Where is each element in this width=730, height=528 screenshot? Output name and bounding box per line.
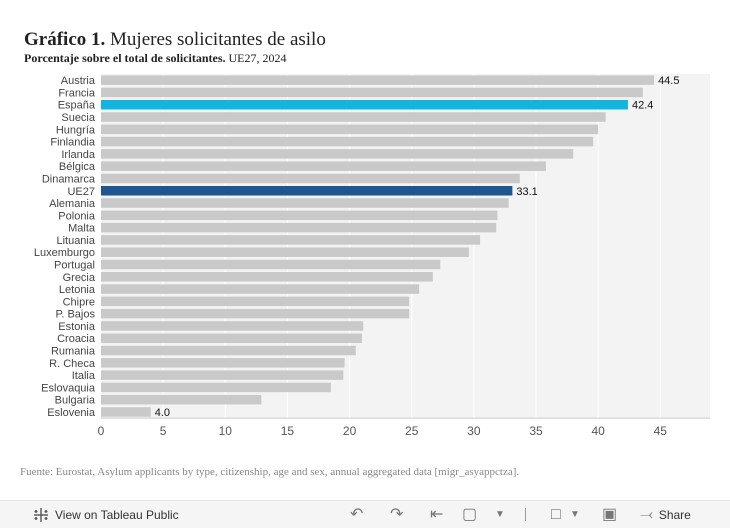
bar bbox=[101, 87, 643, 98]
category-label: Eslovaquia bbox=[41, 382, 96, 394]
category-label: Austria bbox=[61, 75, 96, 87]
category-label: Bélgica bbox=[59, 161, 96, 173]
category-label: Lituania bbox=[56, 235, 95, 247]
title-text: Mujeres solicitantes de asilo bbox=[110, 29, 326, 50]
bar bbox=[101, 321, 364, 331]
pause-dropdown-icon[interactable]: ▼ bbox=[495, 509, 505, 520]
view-on-tableau-button[interactable]: View on Tableau Public bbox=[33, 501, 179, 528]
title-number: Gráfico 1. bbox=[24, 29, 106, 50]
category-label: Rumania bbox=[51, 346, 96, 358]
data-label: 4.0 bbox=[155, 407, 170, 419]
bar bbox=[101, 296, 410, 307]
bar bbox=[101, 345, 356, 356]
fullscreen-icon[interactable]: ▣ bbox=[602, 506, 618, 523]
category-label: Irlanda bbox=[61, 149, 96, 161]
category-label: Polonia bbox=[58, 210, 96, 222]
category-label: Suecia bbox=[61, 112, 96, 124]
category-label: P. Bajos bbox=[55, 309, 95, 321]
category-label: Alemania bbox=[49, 198, 96, 210]
bar bbox=[101, 272, 433, 282]
category-label: Letonia bbox=[59, 284, 96, 296]
share-label: Share bbox=[658, 507, 691, 522]
undo-icon[interactable]: ↶ bbox=[350, 506, 364, 523]
bar bbox=[101, 149, 574, 159]
source-note: Fuente: Eurostat, Asylum applicants by t… bbox=[20, 466, 520, 478]
value-labels: 44.5 42.4 33.1 4.0 bbox=[155, 75, 680, 419]
toolbar-divider bbox=[525, 508, 526, 521]
category-label: Hungría bbox=[56, 124, 96, 136]
x-tick-label: 25 bbox=[405, 424, 419, 438]
bar bbox=[101, 308, 410, 319]
bar bbox=[101, 186, 513, 196]
bar bbox=[101, 247, 469, 257]
category-label: Dinamarca bbox=[42, 173, 96, 185]
x-tick-label: 45 bbox=[654, 424, 668, 438]
category-label: Eslovenia bbox=[47, 407, 96, 419]
share-button[interactable]: ⤙ Share bbox=[640, 501, 691, 528]
bar bbox=[101, 222, 497, 233]
share-icon: ⤙ bbox=[640, 506, 653, 523]
category-label: Francia bbox=[58, 87, 96, 99]
pause-icon[interactable]: ▢ bbox=[462, 506, 478, 523]
data-label: 44.5 bbox=[658, 75, 679, 87]
bar bbox=[101, 161, 546, 171]
data-label: 42.4 bbox=[632, 100, 653, 112]
x-axis-ticks: 0 5 10 15 20 25 30 35 40 45 bbox=[98, 417, 710, 438]
bar bbox=[101, 136, 594, 147]
category-label: Estonia bbox=[58, 321, 96, 333]
bar bbox=[101, 284, 420, 294]
category-label: Italia bbox=[72, 370, 96, 382]
bar bbox=[101, 75, 655, 85]
x-tick-label: 0 bbox=[98, 424, 105, 438]
category-label: R. Checa bbox=[49, 358, 96, 370]
x-tick-label: 35 bbox=[529, 424, 543, 438]
bar bbox=[101, 259, 441, 270]
revert-icon[interactable]: ⇤ bbox=[430, 506, 444, 523]
bar bbox=[101, 198, 509, 208]
category-label: UE27 bbox=[67, 186, 95, 198]
bar-chart: AustriaFranciaEspañaSueciaHungríaFinland… bbox=[34, 74, 710, 438]
bar bbox=[101, 370, 344, 380]
bar bbox=[101, 333, 362, 343]
comment-icon[interactable]: □ bbox=[551, 506, 561, 523]
bar bbox=[101, 358, 345, 368]
chart-title: Gráfico 1. Mujeres solicitantes de asilo bbox=[24, 29, 326, 51]
x-tick-label: 40 bbox=[591, 424, 605, 438]
category-label: Bulgaria bbox=[55, 395, 96, 407]
tableau-logo-icon bbox=[34, 507, 48, 522]
category-label: Portugal bbox=[54, 259, 95, 271]
category-labels: AustriaFranciaEspañaSueciaHungríaFinland… bbox=[34, 75, 96, 419]
bar bbox=[101, 173, 520, 184]
x-tick-label: 20 bbox=[343, 424, 357, 438]
category-label: Finlandia bbox=[50, 137, 96, 149]
bar bbox=[101, 99, 628, 110]
bar bbox=[101, 407, 151, 417]
chart-subtitle: Porcentaje sobre el total de solicitante… bbox=[24, 51, 287, 66]
view-on-tableau-label: View on Tableau Public bbox=[55, 507, 179, 522]
category-label: Malta bbox=[68, 223, 96, 235]
x-tick-label: 30 bbox=[467, 424, 481, 438]
x-tick-label: 15 bbox=[281, 424, 295, 438]
x-tick-label: 10 bbox=[219, 424, 233, 438]
bar bbox=[101, 394, 262, 405]
x-tick-label: 5 bbox=[160, 424, 167, 438]
category-label: España bbox=[58, 100, 96, 112]
bar bbox=[101, 210, 498, 221]
bar bbox=[101, 112, 606, 122]
category-label: Croacia bbox=[57, 333, 96, 345]
category-label: Luxemburgo bbox=[34, 247, 95, 259]
bar bbox=[101, 124, 599, 135]
category-label: Grecia bbox=[63, 272, 96, 284]
bars bbox=[101, 75, 655, 417]
download-dropdown-icon[interactable]: ▼ bbox=[570, 509, 580, 520]
subtitle-bold: Porcentaje sobre el total de solicitante… bbox=[24, 51, 226, 65]
category-label: Chipre bbox=[63, 296, 95, 308]
data-label: 33.1 bbox=[516, 186, 537, 198]
subtitle-text: UE27, 2024 bbox=[228, 51, 287, 65]
bar bbox=[101, 235, 481, 245]
tableau-toolbar: View on Tableau Public ↶ ↷ ⇤ ▢ ▼ □ ▼ ▣ ⤙… bbox=[0, 500, 730, 528]
bar bbox=[101, 382, 331, 393]
redo-icon[interactable]: ↷ bbox=[390, 506, 404, 523]
